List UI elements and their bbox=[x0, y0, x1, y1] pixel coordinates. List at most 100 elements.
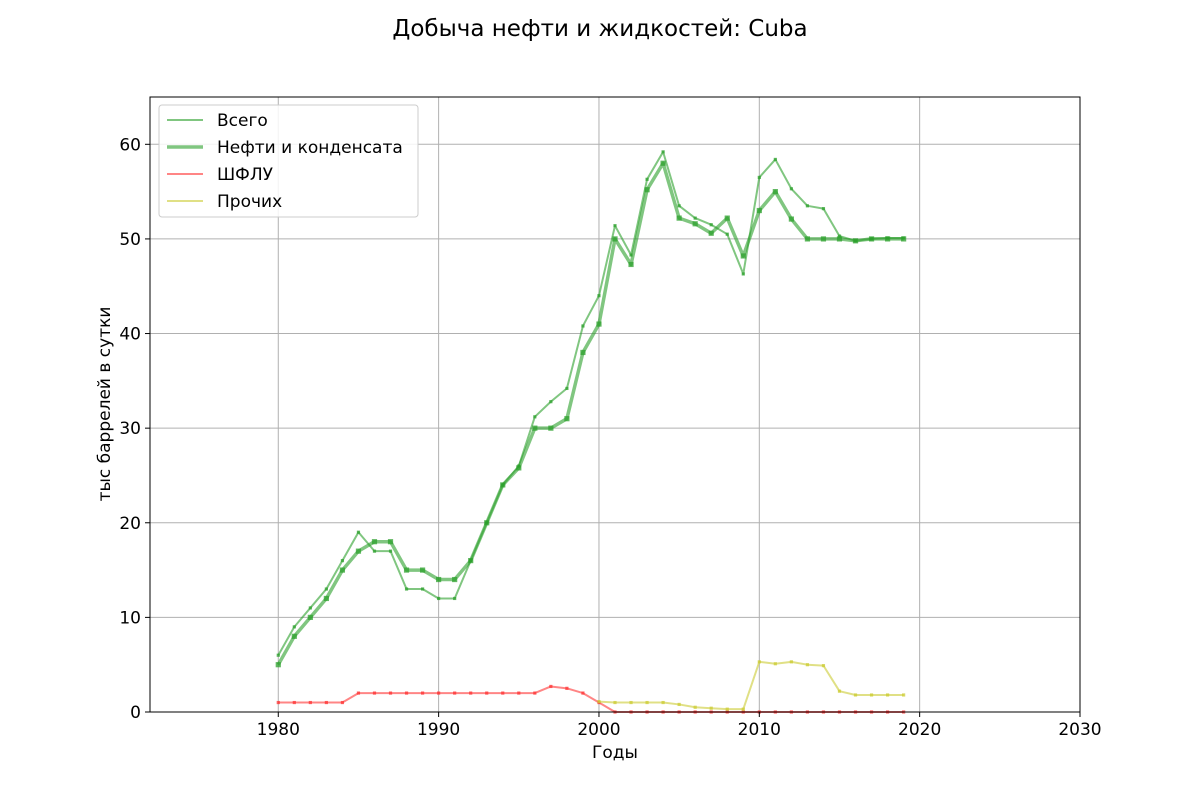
series-line bbox=[278, 685, 904, 713]
x-axis-label: Годы bbox=[592, 743, 638, 763]
data-point bbox=[645, 177, 649, 181]
x-tick-label: 2030 bbox=[1058, 720, 1101, 740]
data-point bbox=[644, 187, 650, 193]
data-point bbox=[581, 691, 585, 695]
data-point bbox=[436, 576, 442, 583]
data-point bbox=[677, 702, 681, 707]
data-point bbox=[820, 236, 827, 242]
data-point bbox=[629, 253, 633, 257]
data-point bbox=[757, 175, 761, 180]
data-point bbox=[276, 700, 280, 705]
legend: Всего Нефти и конденсата ШФЛУ Прочих bbox=[158, 104, 419, 218]
x-tick-label: 1990 bbox=[417, 720, 460, 740]
data-point bbox=[276, 653, 280, 657]
data-point bbox=[597, 294, 601, 298]
data-point bbox=[821, 207, 826, 211]
data-point bbox=[676, 215, 682, 221]
legend-box bbox=[158, 104, 419, 218]
data-point bbox=[741, 272, 745, 276]
data-point bbox=[308, 606, 312, 610]
data-point bbox=[549, 400, 553, 404]
data-point bbox=[533, 415, 537, 419]
data-point bbox=[548, 425, 554, 431]
data-point bbox=[852, 238, 859, 244]
data-point bbox=[805, 663, 810, 667]
data-point bbox=[788, 216, 794, 222]
data-point bbox=[275, 662, 281, 668]
y-tick-label: 60 bbox=[119, 135, 141, 155]
data-point bbox=[773, 662, 777, 666]
data-point bbox=[485, 691, 489, 695]
data-point bbox=[580, 349, 586, 356]
x-tick-label: 2000 bbox=[577, 720, 620, 740]
data-point bbox=[661, 700, 665, 705]
data-point bbox=[404, 691, 409, 695]
data-point bbox=[837, 234, 842, 238]
data-point bbox=[789, 187, 793, 191]
data-point bbox=[869, 693, 874, 697]
data-point bbox=[484, 520, 490, 526]
data-point bbox=[629, 700, 633, 705]
data-point bbox=[453, 691, 457, 695]
data-point bbox=[902, 693, 906, 697]
legend-label: Всего bbox=[217, 111, 268, 131]
data-point bbox=[693, 216, 697, 220]
data-point bbox=[565, 686, 569, 690]
data-point bbox=[837, 689, 842, 693]
series-2 bbox=[276, 684, 906, 714]
data-point bbox=[291, 633, 297, 639]
legend-label: Нефти и конденсата bbox=[217, 138, 403, 158]
data-point bbox=[388, 549, 393, 553]
data-point bbox=[501, 691, 505, 695]
data-point bbox=[372, 549, 377, 553]
series-3 bbox=[597, 660, 906, 711]
data-point bbox=[292, 625, 296, 629]
x-tick-label: 2020 bbox=[898, 720, 941, 740]
data-point bbox=[549, 684, 553, 689]
y-tick-label: 10 bbox=[119, 608, 141, 628]
x-tick-label: 2010 bbox=[738, 720, 781, 740]
x-tick-label: 1980 bbox=[257, 720, 300, 740]
data-point bbox=[387, 539, 394, 545]
data-point bbox=[500, 482, 506, 488]
data-point bbox=[708, 230, 714, 236]
data-point bbox=[725, 232, 729, 236]
data-point bbox=[853, 693, 858, 697]
y-tick-label: 50 bbox=[119, 230, 141, 250]
data-point bbox=[324, 587, 328, 591]
data-point bbox=[420, 587, 425, 591]
data-point bbox=[725, 707, 729, 711]
data-point bbox=[613, 224, 617, 228]
data-point bbox=[901, 236, 907, 242]
data-point bbox=[419, 567, 426, 573]
data-point bbox=[836, 236, 843, 242]
data-point bbox=[339, 567, 346, 573]
data-point bbox=[885, 693, 890, 697]
data-point bbox=[757, 660, 761, 664]
data-point bbox=[517, 691, 521, 695]
data-point bbox=[645, 700, 649, 705]
data-point bbox=[693, 705, 697, 709]
data-point bbox=[709, 706, 713, 710]
legend-label: ШФЛУ bbox=[217, 165, 274, 185]
series-line bbox=[276, 161, 904, 666]
data-point bbox=[453, 596, 457, 601]
data-point bbox=[323, 595, 329, 602]
data-point bbox=[884, 236, 891, 242]
data-point bbox=[469, 691, 473, 695]
data-point bbox=[307, 614, 313, 620]
data-point bbox=[740, 253, 746, 259]
data-point bbox=[420, 691, 425, 695]
data-point bbox=[612, 236, 618, 242]
data-point bbox=[404, 587, 409, 591]
data-point bbox=[468, 558, 474, 564]
data-point bbox=[371, 539, 378, 545]
data-point bbox=[372, 691, 377, 695]
legend-label: Прочих bbox=[217, 192, 282, 212]
series-layer bbox=[275, 150, 907, 714]
data-point bbox=[516, 465, 522, 471]
data-point bbox=[773, 157, 777, 162]
series-line bbox=[277, 150, 904, 656]
